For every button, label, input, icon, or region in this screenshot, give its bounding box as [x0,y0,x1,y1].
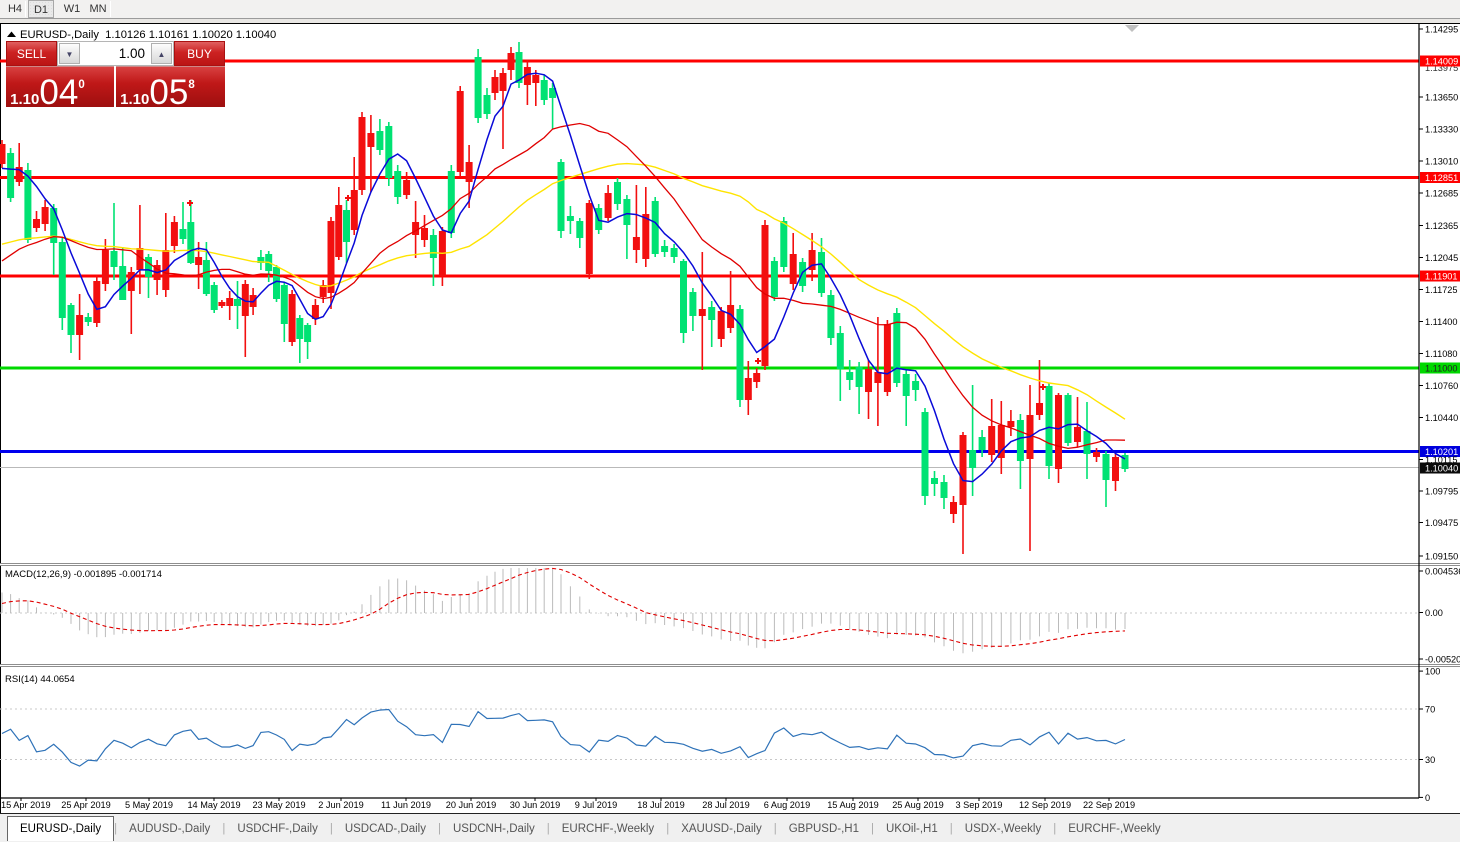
svg-text:15 Aug 2019: 15 Aug 2019 [827,800,879,810]
svg-text:1.12851: 1.12851 [1425,173,1458,183]
svg-text:12 Sep 2019: 12 Sep 2019 [1019,800,1071,810]
svg-text:MACD(12,26,9) -0.001895 -0.001: MACD(12,26,9) -0.001895 -0.001714 [5,569,162,580]
svg-text:1.09150: 1.09150 [1425,552,1458,562]
svg-text:11 Jun 2019: 11 Jun 2019 [381,800,431,810]
svg-text:22 Sep 2019: 22 Sep 2019 [1083,800,1135,810]
svg-text:9 Jul 2019: 9 Jul 2019 [575,800,617,810]
svg-text:EURUSD-,Daily 1.10126 1.10161: EURUSD-,Daily 1.10126 1.10161 1.10020 1.… [20,29,276,41]
svg-text:15 Apr 2019: 15 Apr 2019 [1,800,51,810]
svg-text:3 Sep 2019: 3 Sep 2019 [955,800,1002,810]
svg-text:-0.005205: -0.005205 [1425,655,1460,665]
svg-text:1.10440: 1.10440 [1425,413,1458,423]
svg-text:1.10760: 1.10760 [1425,381,1458,391]
svg-text:28 Jul 2019: 28 Jul 2019 [702,800,750,810]
svg-text:23 May 2019: 23 May 2019 [252,800,305,810]
svg-text:1.12685: 1.12685 [1425,189,1458,199]
svg-text:1.12045: 1.12045 [1425,253,1458,263]
svg-text:1.10115: 1.10115 [1425,455,1458,465]
svg-text:0.004536: 0.004536 [1425,567,1460,577]
svg-text:2 Jun 2019: 2 Jun 2019 [318,800,363,810]
svg-text:1.13975: 1.13975 [1425,63,1458,73]
svg-text:70: 70 [1425,705,1435,715]
svg-text:14 May 2019: 14 May 2019 [187,800,240,810]
svg-text:20 Jun 2019: 20 Jun 2019 [446,800,497,810]
svg-text:1.10040: 1.10040 [1425,464,1458,474]
svg-text:1.09795: 1.09795 [1425,487,1458,497]
svg-text:1.13650: 1.13650 [1425,93,1458,103]
svg-text:1.09475: 1.09475 [1425,518,1458,528]
svg-text:1.11000: 1.11000 [1425,364,1458,374]
svg-text:6 Aug 2019: 6 Aug 2019 [764,800,811,810]
svg-text:RSI(14) 44.0654: RSI(14) 44.0654 [5,674,75,685]
svg-text:1.11080: 1.11080 [1425,349,1458,359]
svg-text:1.14295: 1.14295 [1425,25,1458,35]
svg-text:1.11400: 1.11400 [1425,317,1458,327]
svg-text:1.12365: 1.12365 [1425,221,1458,231]
svg-text:18 Jul 2019: 18 Jul 2019 [637,800,685,810]
svg-text:1.11901: 1.11901 [1425,272,1458,282]
svg-text:0.00: 0.00 [1425,608,1443,618]
svg-text:25 Apr 2019: 25 Apr 2019 [61,800,111,810]
svg-text:1.14009: 1.14009 [1425,57,1458,67]
svg-text:1.13010: 1.13010 [1425,157,1458,167]
svg-text:30: 30 [1425,755,1435,765]
svg-text:5 May 2019: 5 May 2019 [125,800,173,810]
svg-text:1.11725: 1.11725 [1425,285,1458,295]
svg-text:1.13330: 1.13330 [1425,125,1458,135]
svg-text:30 Jun 2019: 30 Jun 2019 [510,800,561,810]
svg-text:100: 100 [1425,667,1440,677]
svg-text:1.10201: 1.10201 [1425,447,1458,457]
svg-text:25 Aug 2019: 25 Aug 2019 [892,800,944,810]
svg-text:0: 0 [1425,793,1430,803]
